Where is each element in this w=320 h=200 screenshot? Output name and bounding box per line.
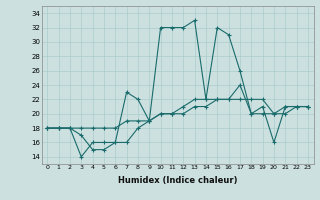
X-axis label: Humidex (Indice chaleur): Humidex (Indice chaleur) (118, 176, 237, 185)
